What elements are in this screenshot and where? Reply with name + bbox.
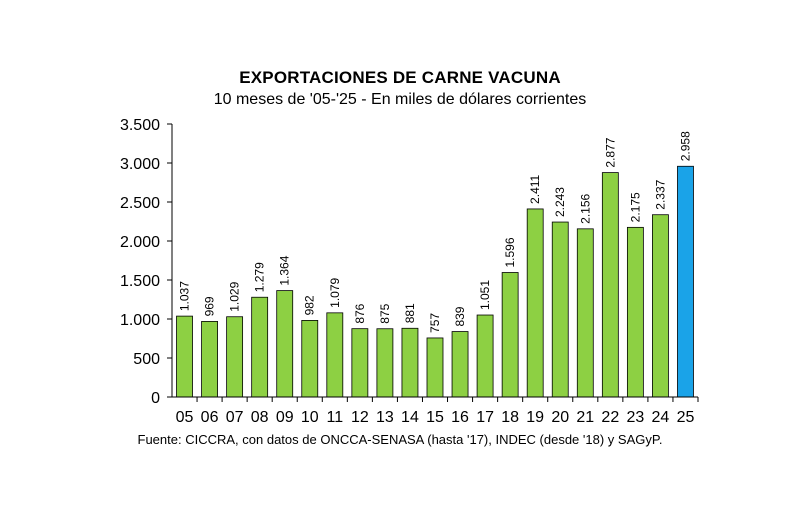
x-tick-label: 13 xyxy=(376,409,394,426)
x-tick-label: 19 xyxy=(526,409,544,426)
x-tick-label: 06 xyxy=(201,409,219,426)
bar-21 xyxy=(576,228,594,398)
x-tick-label: 25 xyxy=(677,409,695,426)
data-label-15: 757 xyxy=(428,313,442,333)
bar-24 xyxy=(652,214,669,398)
y-tick-label: 3.500 xyxy=(120,117,160,134)
bar-11 xyxy=(326,312,344,398)
x-tick-label: 09 xyxy=(276,409,294,426)
y-tick-label: 2.000 xyxy=(120,234,160,251)
data-label-24: 2.337 xyxy=(653,179,667,209)
data-label-07: 1.029 xyxy=(228,281,242,311)
x-tick-label: 24 xyxy=(652,409,670,426)
data-label-13: 875 xyxy=(378,303,392,323)
y-tick-label: 500 xyxy=(133,351,160,368)
bar-14 xyxy=(401,327,419,398)
bars xyxy=(176,165,694,398)
bar-12 xyxy=(351,328,369,398)
bar-08 xyxy=(251,296,269,398)
data-label-16: 839 xyxy=(453,306,467,326)
data-label-21: 2.156 xyxy=(578,193,592,223)
bar-23 xyxy=(626,226,644,398)
y-tick-label: 3.000 xyxy=(120,156,160,173)
data-label-23: 2.175 xyxy=(628,192,642,222)
data-label-09: 1.364 xyxy=(278,255,292,285)
data-label-20: 2.243 xyxy=(553,187,567,217)
y-tick-label: 1.500 xyxy=(120,273,160,290)
bar-19 xyxy=(526,208,544,398)
data-label-25: 2.958 xyxy=(678,131,692,161)
data-label-10: 982 xyxy=(303,295,317,315)
y-tick-label: 0 xyxy=(151,390,160,407)
x-tick-label: 18 xyxy=(501,409,519,426)
data-labels: 1.037 969 1.029 1.279 1.364 982 1.079 876 875 881… xyxy=(178,131,693,333)
x-tick-label: 22 xyxy=(601,409,619,426)
y-tick-label: 1.000 xyxy=(120,312,160,329)
x-tick-label: 20 xyxy=(551,409,569,426)
x-tick-label: 16 xyxy=(451,409,469,426)
y-axis: 0 500 1.000 1.500 2.000 2.500 3.000 3.500 xyxy=(120,117,173,407)
y-tick-label: 2.500 xyxy=(120,195,160,212)
x-tick-label: 17 xyxy=(476,409,494,426)
x-tick-label: 14 xyxy=(401,409,419,426)
x-tick-label: 15 xyxy=(426,409,444,426)
data-label-18: 1.596 xyxy=(503,237,517,267)
data-label-06: 969 xyxy=(203,296,217,316)
bar-25 xyxy=(677,165,694,398)
bar-13 xyxy=(376,328,394,398)
bar-17 xyxy=(476,314,494,398)
bar-22 xyxy=(601,172,619,398)
bar-09 xyxy=(276,290,294,398)
chart-title: EXPORTACIONES DE CARNE VACUNA xyxy=(239,68,561,87)
data-label-12: 876 xyxy=(353,303,367,323)
bar-20 xyxy=(551,221,569,398)
chart-subtitle: 10 meses de '05-'25 - En miles de dólare… xyxy=(213,91,587,108)
bar-10 xyxy=(301,320,319,398)
bar-18 xyxy=(501,272,519,398)
x-tick-label: 08 xyxy=(251,409,269,426)
bar-07 xyxy=(226,316,244,398)
data-label-17: 1.051 xyxy=(478,280,492,310)
x-tick-label: 11 xyxy=(327,409,344,426)
data-label-08: 1.279 xyxy=(253,262,267,292)
chart-source: Fuente: CICCRA, con datos de ONCCA-SENAS… xyxy=(137,432,663,447)
data-label-11: 1.079 xyxy=(328,277,342,307)
data-label-22: 2.877 xyxy=(603,137,617,167)
data-label-14: 881 xyxy=(403,303,417,323)
bar-06 xyxy=(201,321,218,398)
x-axis: 05 06 07 08 09 10 11 12 13 14 15 16 17 18 19 20 21 22 23 24… xyxy=(172,396,699,426)
bar-16 xyxy=(451,331,469,398)
data-label-05: 1.037 xyxy=(178,281,192,311)
x-tick-label: 12 xyxy=(351,409,369,426)
x-tick-label: 10 xyxy=(301,409,319,426)
x-tick-label: 05 xyxy=(176,409,194,426)
bar-05 xyxy=(176,315,193,398)
bar-15 xyxy=(426,337,444,398)
x-tick-label: 23 xyxy=(626,409,644,426)
data-label-19: 2.411 xyxy=(528,174,542,203)
x-tick-label: 21 xyxy=(576,409,594,426)
x-tick-label: 07 xyxy=(226,409,244,426)
